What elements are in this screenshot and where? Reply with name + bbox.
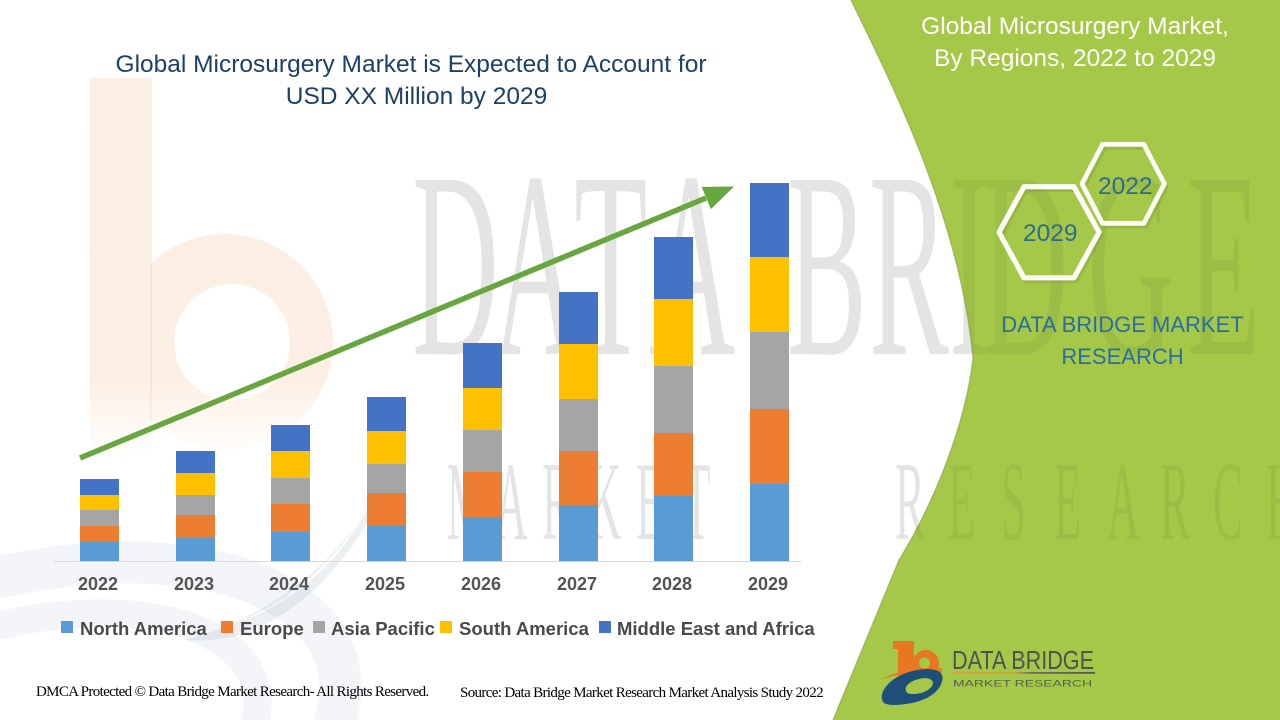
svg-text:DATA BRIDGE: DATA BRIDGE xyxy=(952,645,1094,675)
svg-text:MARKET RESEARCH: MARKET RESEARCH xyxy=(953,679,1092,690)
